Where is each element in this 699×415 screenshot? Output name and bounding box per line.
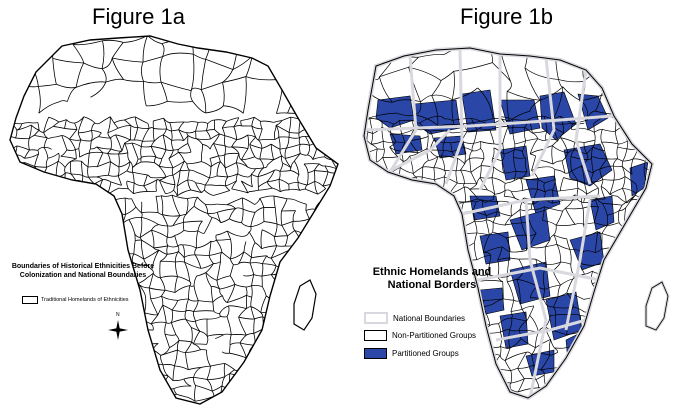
madagascar-inner-outline bbox=[645, 281, 669, 331]
legend-swatch-non-partitioned bbox=[364, 330, 387, 341]
africa-outline bbox=[9, 35, 339, 405]
figure-1a-panel: Figure 1a Boundaries of Historical Ethni… bbox=[0, 0, 345, 415]
compass-north-label: N bbox=[116, 312, 120, 318]
figure-1a-legend-title: Boundaries of Historical Ethnicities Bef… bbox=[11, 263, 155, 279]
legend-item-national-boundaries: National Boundaries bbox=[364, 312, 465, 324]
legend-swatch-partitioned bbox=[364, 348, 387, 359]
legend-swatch-traditional-homelands bbox=[22, 296, 38, 304]
national-boundary-lines bbox=[364, 49, 613, 398]
legend-label-partitioned: Partitioned Groups bbox=[392, 349, 459, 358]
legend-swatch-national-boundaries bbox=[364, 312, 388, 324]
figure-1a-title: Figure 1a bbox=[92, 4, 185, 29]
compass-rose-icon: N bbox=[106, 312, 130, 344]
africa-partitioned-groups-map bbox=[361, 45, 670, 401]
africa-ethnic-boundaries-map bbox=[9, 35, 339, 405]
legend-label-national-boundaries: National Boundaries bbox=[393, 313, 466, 323]
figure-1b-title: Figure 1b bbox=[460, 4, 553, 29]
legend-label-traditional-homelands: Traditional Homelands of Ethnicities bbox=[41, 297, 129, 303]
legend-item-non-partitioned: Non-Partitioned Groups bbox=[364, 330, 476, 341]
legend-label-non-partitioned: Non-Partitioned Groups bbox=[392, 331, 477, 340]
figure-1b-legend-title: Ethnic Homelands and National Borders bbox=[372, 266, 492, 291]
legend-item-partitioned: Partitioned Groups bbox=[364, 348, 459, 359]
figure-1b-panel: Figure 1b Ethnic Homelands and National … bbox=[350, 0, 699, 415]
africa-outline-inner bbox=[363, 47, 653, 399]
madagascar-outline bbox=[293, 279, 317, 331]
figure-1a-legend-item: Traditional Homelands of Ethnicities bbox=[22, 296, 129, 304]
